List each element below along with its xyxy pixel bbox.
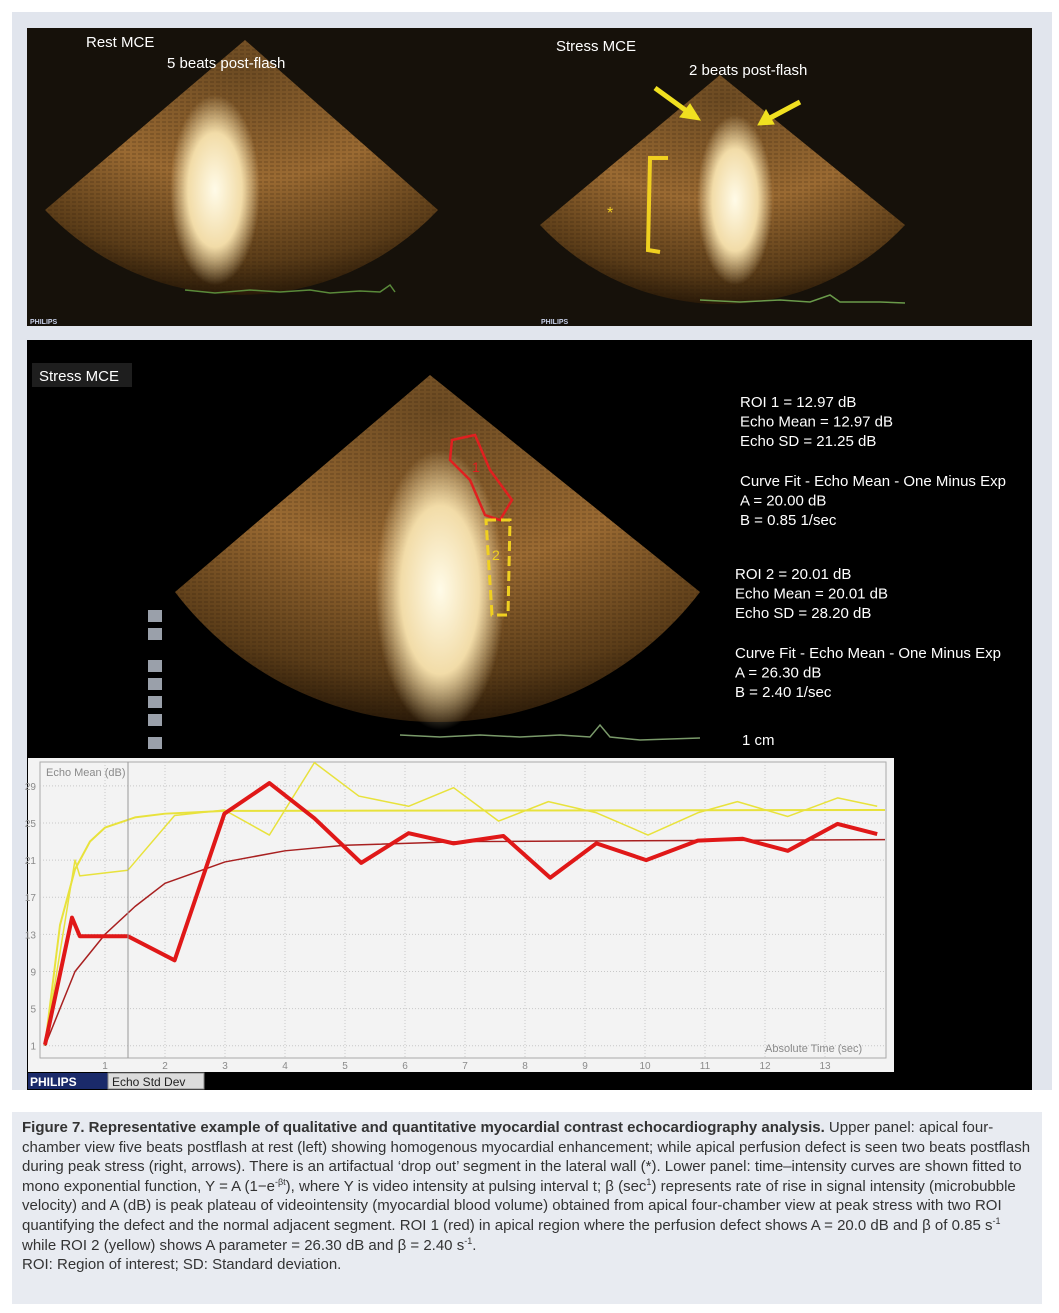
roi-line: Echo Mean = 20.01 dB — [735, 586, 888, 603]
y-tick-label: 21 — [25, 856, 37, 867]
y-tick-label: 5 — [30, 1005, 36, 1016]
panel-sublabel: 5 beats post-flash — [167, 55, 285, 72]
caption-superscript: -βt — [274, 1176, 286, 1187]
scale-label: 1 cm — [742, 732, 775, 749]
data-line — [44, 838, 886, 1046]
x-tick-label: 8 — [522, 1061, 528, 1072]
y-axis-label: Echo Mean (dB) — [46, 767, 125, 779]
cavity — [375, 450, 505, 730]
roi-line: Echo SD = 21.25 dB — [740, 433, 876, 450]
roi-label: 1 — [472, 459, 480, 475]
x-tick-label: 12 — [759, 1061, 771, 1072]
data-line — [44, 761, 878, 1045]
roi-line: B = 0.85 1/sec — [740, 512, 837, 529]
toolbar — [148, 610, 162, 749]
caption-text: . — [472, 1236, 477, 1254]
data-line — [44, 808, 886, 1046]
y-tick-label: 25 — [25, 819, 37, 830]
roi-line: Curve Fit - Echo Mean - One Minus Exp — [735, 645, 1001, 662]
y-tick-label: 17 — [25, 893, 37, 904]
arrows — [653, 85, 802, 126]
panel-label: Stress MCE — [556, 38, 636, 55]
x-axis-label: Absolute Time (sec) — [765, 1043, 862, 1055]
caption-title: Figure 7. Representative example of qual… — [22, 1119, 825, 1136]
caption-text: while ROI 2 (yellow) shows A parameter =… — [22, 1236, 465, 1254]
ecg — [184, 283, 396, 294]
x-tick-label: 9 — [582, 1061, 588, 1072]
x-tick-label: 3 — [222, 1061, 228, 1072]
data-line — [43, 781, 878, 1046]
brand: PHILIPS — [30, 1075, 77, 1089]
x-tick-label: 7 — [462, 1061, 468, 1072]
roi-text: ROI 1 = 12.97 dB Echo Mean = 12.97 dB Echo… — [735, 394, 1006, 701]
roi-line: A = 26.30 dB — [735, 665, 821, 682]
caption-text: ) represents rate of rise in signal inte… — [22, 1177, 1016, 1234]
ecg — [699, 294, 906, 304]
x-tick-label: 2 — [162, 1061, 168, 1072]
asterisk: * — [607, 205, 613, 222]
roi-outline — [448, 433, 514, 522]
roi-line: Curve Fit - Echo Mean - One Minus Exp — [740, 473, 1006, 490]
y-tick-label: 1 — [30, 1042, 36, 1053]
cavity — [697, 115, 773, 285]
y-tick-label: 13 — [25, 930, 37, 941]
roi-line: Echo SD = 28.20 dB — [735, 605, 871, 622]
chart-area — [28, 758, 894, 1072]
roi-line: B = 2.40 1/sec — [735, 684, 832, 701]
caption-text: Upper panel: apical four-chamber view fi… — [22, 1119, 1031, 1195]
caption-body: Upper panel: apical four-chamber view fi… — [22, 1119, 1030, 1254]
caption-superscript: -1 — [992, 1215, 1001, 1226]
roi-line: ROI 1 = 12.97 dB — [740, 394, 856, 411]
ecg — [399, 723, 701, 741]
label-box — [32, 363, 132, 387]
x-tick-label: 11 — [700, 1061, 711, 1072]
x-tick-label: 5 — [342, 1061, 348, 1072]
caption-abbreviations: ROI: Region of interest; SD: Standard de… — [22, 1256, 342, 1274]
x-tick-label: 4 — [282, 1061, 288, 1072]
roi-label: 2 — [492, 547, 500, 563]
y-tick-label: 9 — [30, 967, 36, 978]
roi-line: Echo Mean = 12.97 dB — [740, 414, 893, 431]
mode-box — [107, 1072, 205, 1090]
x-tick-label: 1 — [102, 1061, 108, 1072]
panel-label: Rest MCE — [86, 34, 154, 51]
x-tick-label: 6 — [402, 1061, 408, 1072]
panel-sublabel: 2 beats post-flash — [689, 62, 807, 79]
roi-line: ROI 2 = 20.01 dB — [735, 566, 851, 583]
brand-box — [28, 1073, 108, 1089]
brand: PHILIPS — [30, 319, 58, 326]
mode-label: Echo Std Dev — [112, 1075, 185, 1089]
caption-superscript: 1 — [646, 1176, 652, 1187]
x-tick-label: 10 — [639, 1061, 651, 1072]
caption: Figure 7. Representative example of qual… — [12, 1112, 1042, 1304]
y-tick-label: 29 — [25, 782, 37, 793]
roi-outline — [484, 518, 512, 617]
cavity — [170, 95, 260, 285]
figure: * Rest MCE 5 beats post-flash Stress MCE… — [12, 12, 1052, 1090]
brand: PHILIPS — [541, 319, 569, 326]
caption-text: ), where Y is video intensity at pulsing… — [285, 1177, 647, 1195]
plot-frame — [39, 761, 887, 1059]
x-tick-label: 13 — [819, 1061, 831, 1072]
roi-line: A = 20.00 dB — [740, 493, 826, 510]
panel-label: Stress MCE — [39, 368, 119, 385]
bracket — [645, 156, 668, 254]
caption-superscript: -1 — [464, 1235, 473, 1246]
